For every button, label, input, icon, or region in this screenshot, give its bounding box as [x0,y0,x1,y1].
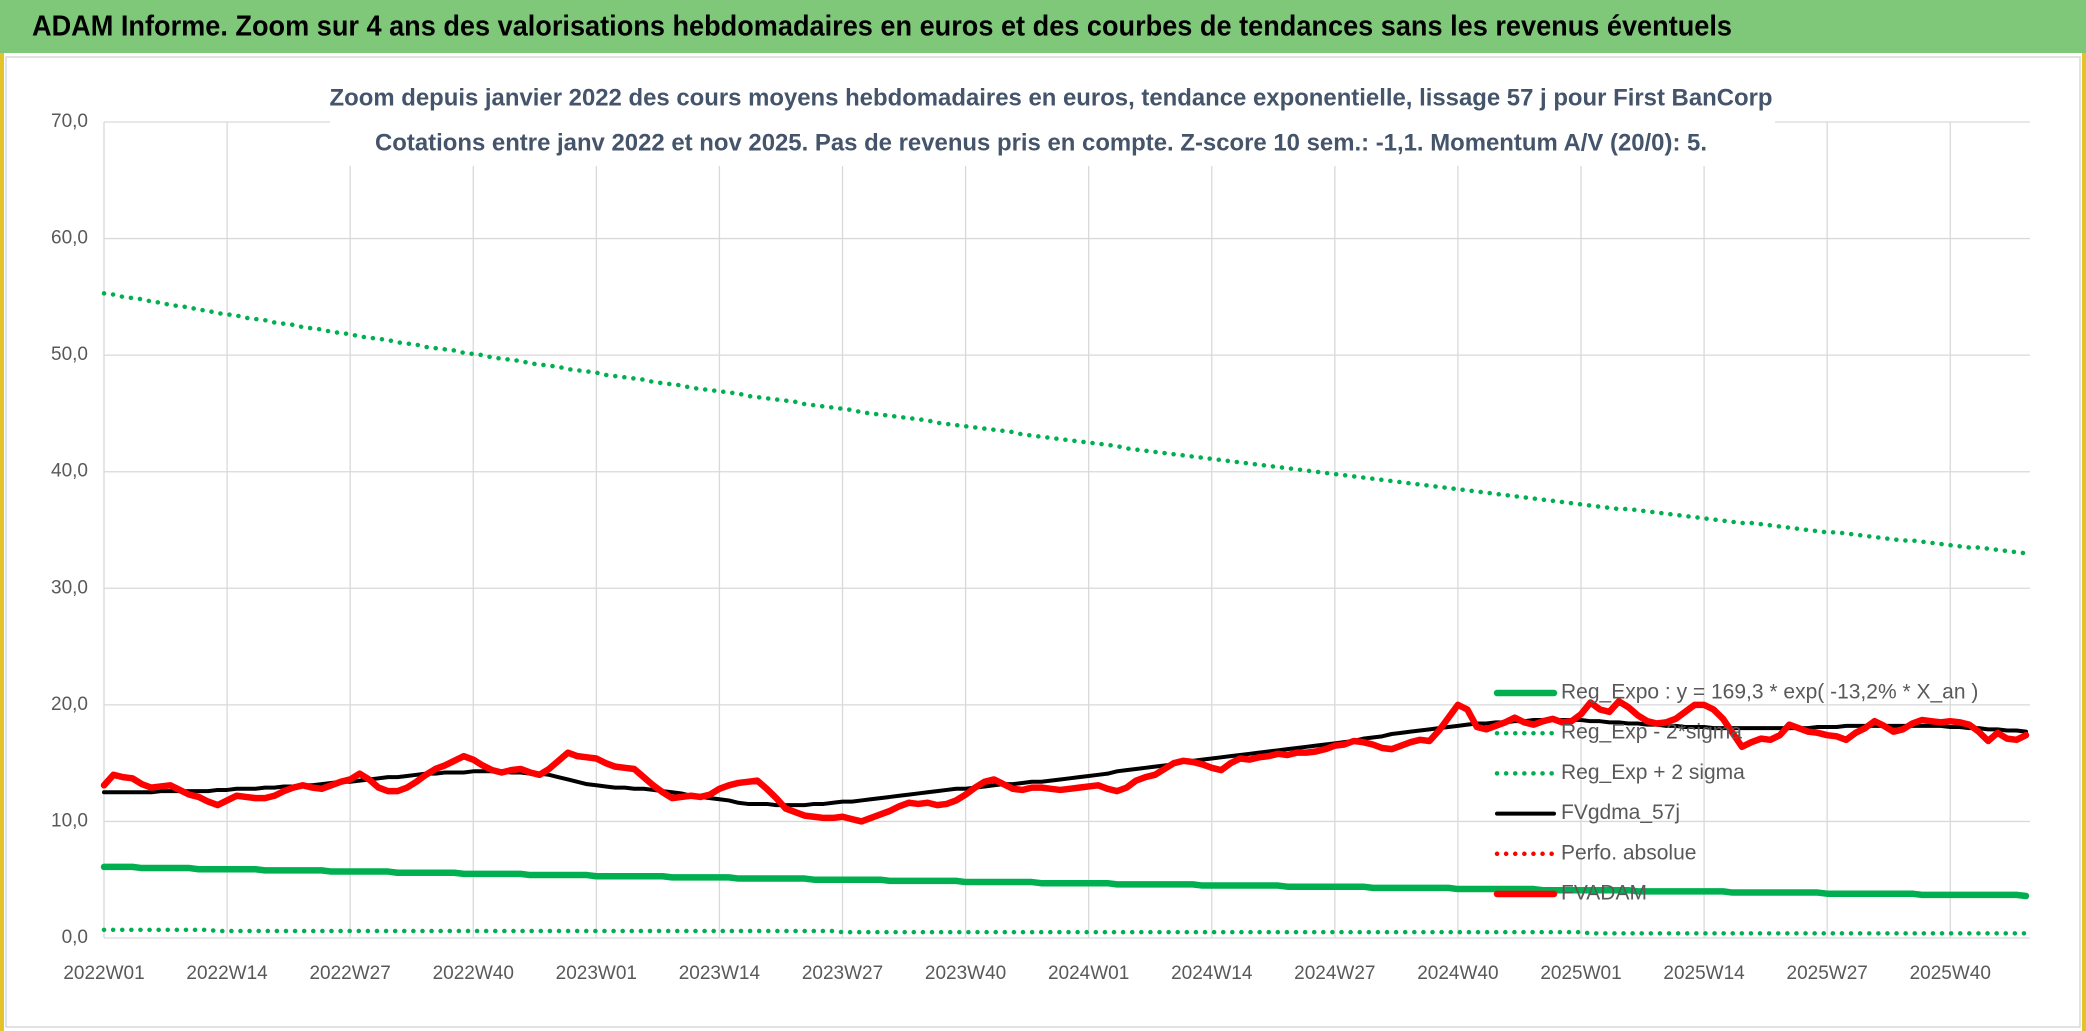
legend-label: Reg_Expo : y = 169,3 * exp( -13,2% * X_a… [1561,681,1978,704]
series-line [100,698,2030,825]
x-tick-label: 2023W01 [556,963,637,984]
right-border [2082,53,2086,1031]
x-tick-label: 2025W27 [1787,963,1868,984]
x-tick-label: 2024W27 [1294,963,1375,984]
legend-label: Reg_Exp + 2 sigma [1561,761,1745,784]
legend: Reg_Expo : y = 169,3 * exp( -13,2% * X_a… [1493,681,1978,905]
x-tick-label: 2024W14 [1171,963,1253,984]
x-tick-label: 2022W14 [186,963,268,984]
page-title: ADAM Informe. Zoom sur 4 ans des valoris… [32,11,1732,43]
plot-lines [100,291,2030,936]
y-tick-label: 10,0 [51,810,88,831]
y-tick-label: 70,0 [51,111,88,132]
y-tick-label: 0,0 [62,927,88,948]
x-tick-label: 2024W40 [1417,963,1498,984]
chart-title: Zoom depuis janvier 2022 des cours moyen… [330,84,1773,111]
x-tick-label: 2022W40 [433,963,514,984]
x-tick-label: 2025W01 [1540,963,1621,984]
y-tick-label: 60,0 [51,228,88,249]
axes: 0,0 10,0 20,0 30,0 40,0 50,0 60,0 70,0 2022W01 20… [51,111,1991,984]
legend-label: FVgdma_57j [1561,801,1680,824]
x-tick-label: 2025W14 [1663,963,1745,984]
legend-label: Reg_Exp - 2*sigma [1561,721,1742,744]
y-tick-label: 20,0 [51,694,88,715]
y-tick-label: 30,0 [51,577,88,598]
x-tick-label: 2023W40 [925,963,1006,984]
series-line [101,291,2029,556]
x-tick-label: 2022W27 [309,963,390,984]
series-line [100,863,2030,900]
series-line [101,927,2029,936]
y-tick-label: 40,0 [51,461,88,482]
chart-subtitle: Cotations entre janv 2022 et nov 2025. P… [375,129,1707,156]
chart-titles: Zoom depuis janvier 2022 des cours moyen… [330,78,1775,166]
x-tick-label: 2022W01 [63,963,144,984]
x-tick-label: 2025W40 [1910,963,1991,984]
chart-area [5,56,2081,1028]
legend-label: Perfo. absolue [1561,841,1696,864]
left-border [0,53,4,1031]
legend-label: FVADAM [1561,882,1647,905]
x-tick-label: 2023W27 [802,963,883,984]
header-bar [0,0,2086,53]
title-background [330,78,1775,166]
x-tick-label: 2024W01 [1048,963,1129,984]
x-tick-label: 2023W14 [679,963,761,984]
y-tick-label: 50,0 [51,344,88,365]
